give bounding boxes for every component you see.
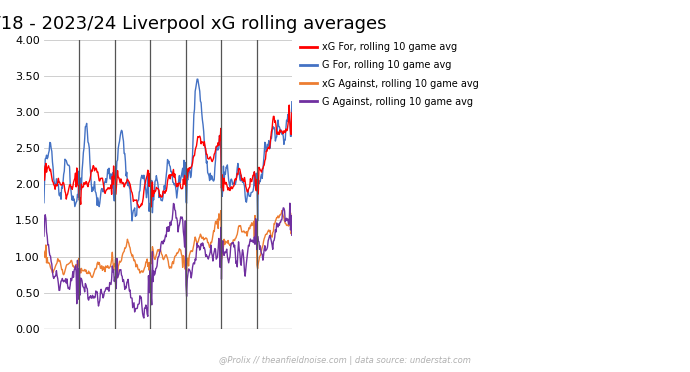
Text: @Prolix // theanfieldnoise.com | data source: understat.com: @Prolix // theanfieldnoise.com | data so…	[219, 356, 471, 365]
Title: 2017/18 - 2023/24 Liverpool xG rolling averages: 2017/18 - 2023/24 Liverpool xG rolling a…	[0, 15, 387, 33]
Legend: xG For, rolling 10 game avg, G For, rolling 10 game avg, xG Against, rolling 10 : xG For, rolling 10 game avg, G For, roll…	[300, 42, 479, 107]
